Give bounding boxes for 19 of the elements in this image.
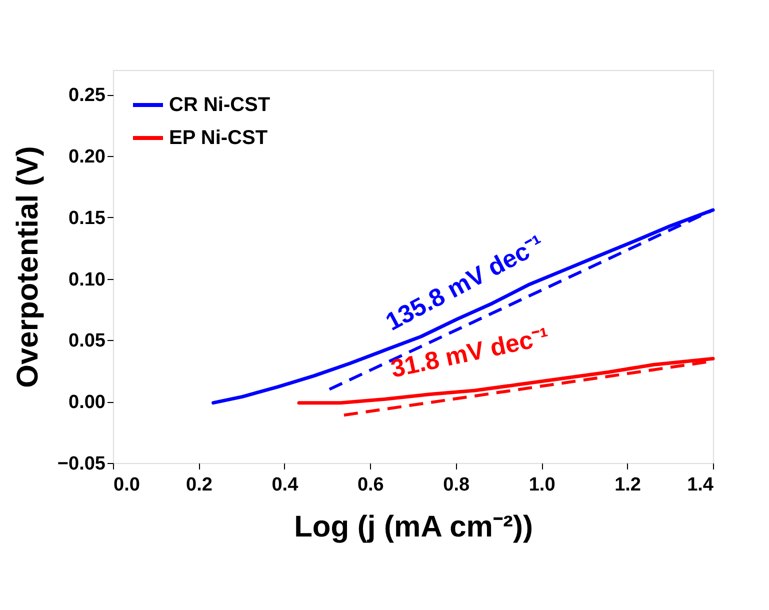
y-tick-label: 0.05 xyxy=(68,330,106,352)
legend-label: EP Ni-CST xyxy=(169,127,268,149)
x-tick-label: 0.4 xyxy=(272,474,299,496)
y-tick-label: 0.15 xyxy=(68,208,106,229)
x-tick-label: 0.0 xyxy=(114,474,140,496)
y-tick-label: 0.10 xyxy=(68,269,106,290)
x-tick-label: 1.4 xyxy=(687,474,714,496)
y-axis-title: Overpotential (V) xyxy=(11,146,44,388)
legend-label: CR Ni-CST xyxy=(169,94,270,116)
y-tick-label: 0.25 xyxy=(68,85,106,106)
x-tick-label: 0.6 xyxy=(357,474,384,496)
x-tick-label: 0.8 xyxy=(443,474,470,496)
x-tick-label: 0.2 xyxy=(186,474,212,496)
y-tick-label: 0.20 xyxy=(68,146,106,168)
x-tick-label: 1.0 xyxy=(528,474,556,496)
y-tick-label: −0.05 xyxy=(57,454,106,474)
x-tick-label: 1.2 xyxy=(614,474,641,496)
x-axis-title: Log (j (mA cm⁻²)) xyxy=(294,510,533,544)
y-tick-label: 0.00 xyxy=(68,392,106,414)
